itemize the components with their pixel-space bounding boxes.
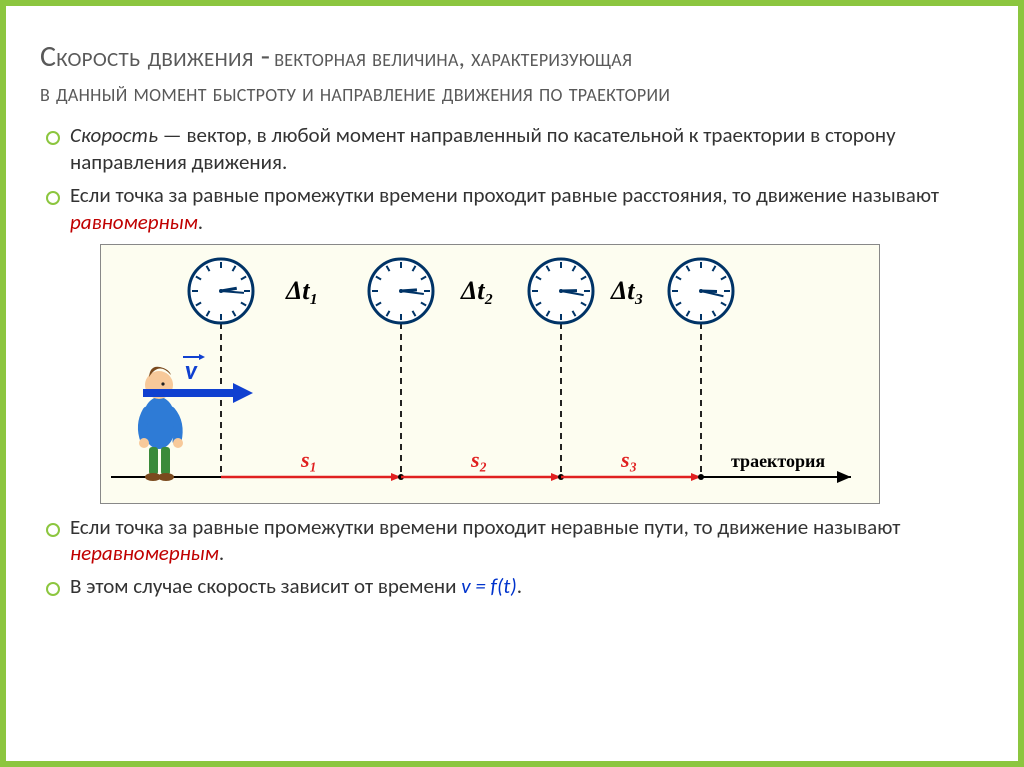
formula: v = f(t) xyxy=(461,573,517,599)
title-line1: Скорость движения - векторная величина, … xyxy=(40,38,984,75)
svg-text:Δt₃: Δt₃ xyxy=(610,276,644,305)
slide-frame: Скорость движения - векторная величина, … xyxy=(0,0,1024,767)
bullet-list: Скорость — вектор, в любой момент направ… xyxy=(40,122,984,236)
title-main: Скорость движения - xyxy=(40,38,270,75)
term-uniform: равномерным xyxy=(70,209,198,235)
svg-text:s₃: s₃ xyxy=(620,447,637,472)
title-block: Скорость движения - векторная величина, … xyxy=(40,38,984,108)
term-speed: Скорость xyxy=(70,122,158,148)
bullet-3-text: Если точка за равные промежутки времени … xyxy=(70,514,900,540)
svg-text:s₁: s₁ xyxy=(300,447,317,472)
bullet-3-end: . xyxy=(219,540,224,566)
svg-text:Δt₂: Δt₂ xyxy=(460,276,494,305)
svg-text:v: v xyxy=(185,354,198,386)
title-line2: в данный момент быстроту и направление д… xyxy=(40,77,984,108)
svg-text:траектория: траектория xyxy=(731,451,825,471)
bullet-3: Если точка за равные промежутки времени … xyxy=(40,514,984,568)
bullet-2: Если точка за равные промежутки времени … xyxy=(40,182,984,236)
diagram-svg: Δt₁ Δt₂ Δt₃ s₁ s₂ s₃ траектория v xyxy=(101,245,881,505)
bullet-2-text: Если точка за равные промежутки времени … xyxy=(70,182,939,208)
motion-diagram: Δt₁ Δt₂ Δt₃ s₁ s₂ s₃ траектория v xyxy=(100,244,880,504)
bullet-4: В этом случае скорость зависит от времен… xyxy=(40,573,984,600)
bullet-2-end: . xyxy=(198,209,203,235)
term-nonuniform: неравномерным xyxy=(70,540,219,566)
bullet-list-2: Если точка за равные промежутки времени … xyxy=(40,514,984,601)
bullet-4-text: В этом случае скорость зависит от времен… xyxy=(70,573,461,599)
bullet-4-end: . xyxy=(517,573,522,599)
bullet-1: Скорость — вектор, в любой момент направ… xyxy=(40,122,984,176)
bullet-1-text: — вектор, в любой момент направленный по… xyxy=(70,122,896,175)
svg-text:Δt₁: Δt₁ xyxy=(285,276,319,305)
svg-text:s₂: s₂ xyxy=(470,447,487,472)
title-rest: векторная величина, характеризующая xyxy=(274,42,632,73)
